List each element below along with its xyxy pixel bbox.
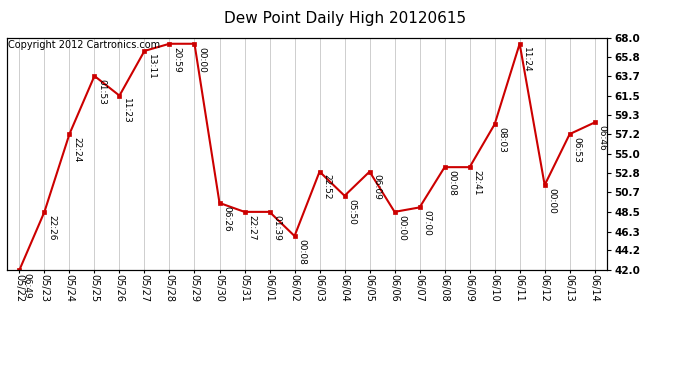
Text: 13:11: 13:11 [147, 54, 156, 80]
Text: 00:00: 00:00 [547, 188, 556, 214]
Text: 22:26: 22:26 [47, 214, 56, 240]
Text: 00:00: 00:00 [197, 46, 206, 72]
Text: 06:53: 06:53 [573, 137, 582, 163]
Text: 00:08: 00:08 [447, 170, 456, 196]
Text: 22:52: 22:52 [322, 174, 331, 200]
Text: Copyright 2012 Cartronics.com: Copyright 2012 Cartronics.com [8, 40, 160, 50]
Text: 00:08: 00:08 [297, 239, 306, 265]
Text: 11:24: 11:24 [522, 46, 531, 72]
Text: 05:50: 05:50 [347, 198, 356, 224]
Text: 07:00: 07:00 [422, 210, 431, 236]
Text: 06:09: 06:09 [373, 174, 382, 200]
Text: 22:24: 22:24 [72, 137, 81, 162]
Text: 01:39: 01:39 [273, 214, 282, 240]
Text: 06:46: 06:46 [598, 125, 607, 151]
Text: 22:27: 22:27 [247, 214, 256, 240]
Text: 22:41: 22:41 [473, 170, 482, 195]
Text: 06:26: 06:26 [222, 206, 231, 231]
Text: Dew Point Daily High 20120615: Dew Point Daily High 20120615 [224, 11, 466, 26]
Text: 08:03: 08:03 [497, 127, 506, 153]
Text: 01:53: 01:53 [97, 79, 106, 105]
Text: 20:59: 20:59 [172, 46, 181, 72]
Text: 11:23: 11:23 [122, 98, 131, 124]
Text: 00:00: 00:00 [397, 214, 406, 240]
Text: 06:49: 06:49 [22, 273, 31, 298]
